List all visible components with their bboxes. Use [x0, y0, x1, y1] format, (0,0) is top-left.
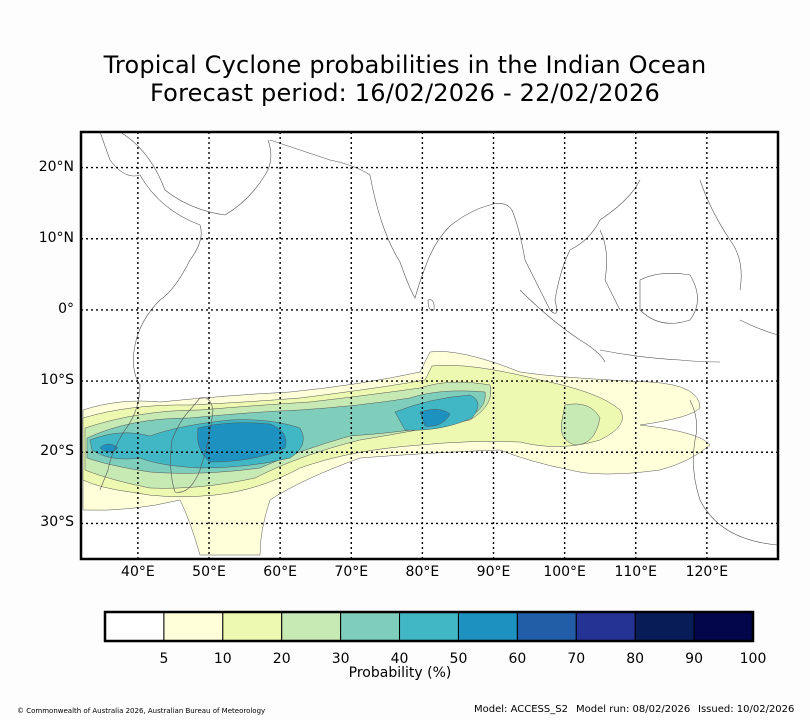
colorbar-segment: [163, 611, 224, 642]
model-text: Model: ACCESS_S2: [474, 704, 568, 715]
colorbar-tick-label: 5: [159, 651, 169, 667]
coastline-australia: [689, 399, 778, 546]
coastline-malay: [599, 229, 621, 311]
copyright-text: © Commonwealth of Australia 2026, Austra…: [17, 707, 266, 715]
colorbar-segment: [575, 611, 636, 642]
coastline-persia: [269, 139, 371, 176]
colorbar-tick-label: 90: [685, 651, 703, 667]
colorbar-frame: [103, 610, 755, 643]
lat-tick-label: 20°S: [40, 443, 74, 460]
coastline-philippines: [699, 179, 742, 291]
lon-tick-label: 50°E: [192, 564, 226, 580]
coastline-africa: [99, 132, 202, 491]
colorbar-segment: [222, 611, 283, 642]
map-title-line2: Forecast period: 16/02/2026 - 22/02/2026: [150, 79, 660, 107]
lon-tick-label: 110°E: [614, 564, 658, 580]
colorbar-segment: [399, 611, 459, 642]
colorbar-segment: [340, 611, 401, 642]
coastline-arabia: [119, 132, 272, 216]
lat-tick-label: 30°S: [40, 514, 74, 531]
probability-contours: [82, 351, 711, 556]
colorbar-tick-label: 30: [331, 651, 350, 667]
map-frame: [79, 130, 780, 561]
contour-50-east: [419, 409, 451, 427]
colorbar-segment: [516, 611, 577, 642]
lon-tick-label: 100°E: [543, 564, 586, 580]
coastlines: [99, 132, 778, 546]
colorbar-tick-label: 80: [626, 651, 645, 667]
colorbar-segment: [693, 611, 754, 642]
colorbar: [103, 610, 755, 643]
graticule: [81, 132, 778, 559]
lon-tick-label: 60°E: [263, 564, 297, 580]
colorbar-tick-label: 100: [739, 651, 767, 667]
model-run-text: Model run: 08/02/2026: [576, 704, 691, 715]
lat-tick-label: 20°N: [38, 158, 74, 175]
coastline-india: [369, 174, 513, 299]
colorbar-tick-label: 70: [567, 651, 586, 667]
coastline-sumatra: [519, 289, 606, 363]
colorbar-segment: [457, 611, 518, 642]
coastline-java: [599, 349, 721, 363]
issued-text: Issued: 10/02/2026: [698, 704, 795, 715]
colorbar-tick-label: 50: [449, 651, 468, 667]
contour-50-west: [99, 443, 119, 453]
contour-20-east: [561, 403, 601, 446]
lat-tick-label: 10°N: [38, 229, 74, 246]
colorbar-segment: [634, 611, 695, 642]
colorbar-tick-label: 40: [390, 651, 409, 667]
coastline-madagascar: [170, 397, 214, 493]
lon-tick-label: 120°E: [685, 564, 729, 580]
coastline-borneo: [639, 273, 698, 324]
contour-50: [197, 422, 287, 463]
lat-tick-label: 0°: [58, 300, 74, 317]
lon-tick-label: 70°E: [334, 564, 369, 580]
map-title-line1: Tropical Cyclone probabilities in the In…: [103, 51, 707, 79]
lon-tick-label: 90°E: [476, 564, 511, 580]
colorbar-segment: [281, 611, 342, 642]
coastline-indochina: [511, 179, 641, 314]
colorbar-title: Probability (%): [348, 665, 452, 681]
colorbar-tick-label: 20: [272, 651, 291, 667]
coastline-new-guinea: [739, 319, 778, 336]
colorbar-segment: [104, 611, 165, 642]
lon-tick-label: 80°E: [405, 564, 440, 580]
colorbar-tick-label: 10: [213, 651, 232, 667]
lon-tick-label: 40°E: [121, 564, 155, 580]
coastline-sri-lanka: [427, 299, 435, 311]
lat-tick-label: 10°S: [40, 372, 74, 389]
colorbar-tick-label: 60: [508, 651, 527, 667]
